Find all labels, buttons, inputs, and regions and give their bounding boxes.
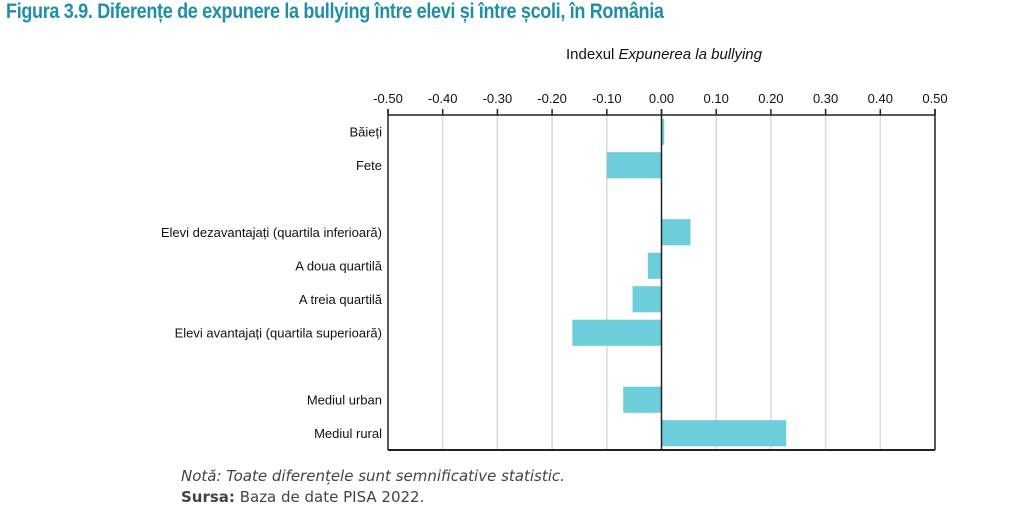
x-tick-label: 0.10: [704, 91, 729, 106]
source-line: Sursa: Baza de date PISA 2022.: [181, 487, 565, 508]
bar: [661, 420, 787, 447]
chart-title-italic: Expunerea la bullying: [619, 46, 763, 63]
x-tick-label: -0.20: [537, 91, 567, 106]
plot-frame: [387, 109, 936, 451]
category-label: Mediul rural: [314, 426, 382, 441]
x-tick-label: 0.30: [813, 91, 838, 106]
bar: [647, 252, 662, 279]
bars: [572, 118, 787, 447]
figure-title: Figura 3.9. Diferențe de expunere la bul…: [6, 0, 664, 23]
source-text: Baza de date PISA 2022.: [234, 488, 425, 506]
x-tick-label: 0.50: [922, 91, 947, 106]
gridlines: [441, 115, 882, 450]
chart-title: Indexul Expunerea la bullying: [566, 46, 763, 63]
bar: [632, 286, 662, 313]
y-axis-categories: Băieți Fete Elevi dezavantajați (quartila …: [161, 124, 383, 441]
x-tick-label: -0.40: [428, 91, 458, 106]
figure-notes: Notă: Toate diferențele sunt semnificati…: [181, 466, 565, 508]
category-label: Mediul urban: [307, 392, 382, 407]
category-label: Fete: [356, 158, 382, 173]
x-axis: -0.50 -0.40 -0.30 -0.20 -0.10 0.00 0.10 0.20 0.3…: [373, 91, 948, 115]
x-tick-label: -0.50: [373, 91, 403, 106]
note-text: Notă: Toate diferențele sunt semnificati…: [181, 467, 565, 485]
x-tick-label: 0.40: [868, 91, 893, 106]
category-label: A doua quartilă: [295, 258, 383, 273]
bar: [661, 118, 665, 145]
bar: [572, 319, 662, 346]
bar: [661, 219, 691, 246]
chart-title-prefix: Indexul: [566, 46, 619, 63]
x-tick-label: 0.20: [758, 91, 783, 106]
category-label: A treia quartilă: [299, 292, 383, 307]
x-tick-label: 0.00: [649, 91, 674, 106]
category-label: Elevi dezavantajați (quartila inferioară…: [161, 225, 382, 240]
category-label: Elevi avantajați (quartila superioară): [175, 325, 382, 340]
source-label: Sursa:: [181, 488, 235, 506]
x-tick-label: -0.10: [592, 91, 622, 106]
x-tick-label: -0.30: [483, 91, 513, 106]
bar: [623, 386, 662, 413]
bar: [606, 152, 662, 179]
category-label: Băieți: [349, 124, 382, 139]
